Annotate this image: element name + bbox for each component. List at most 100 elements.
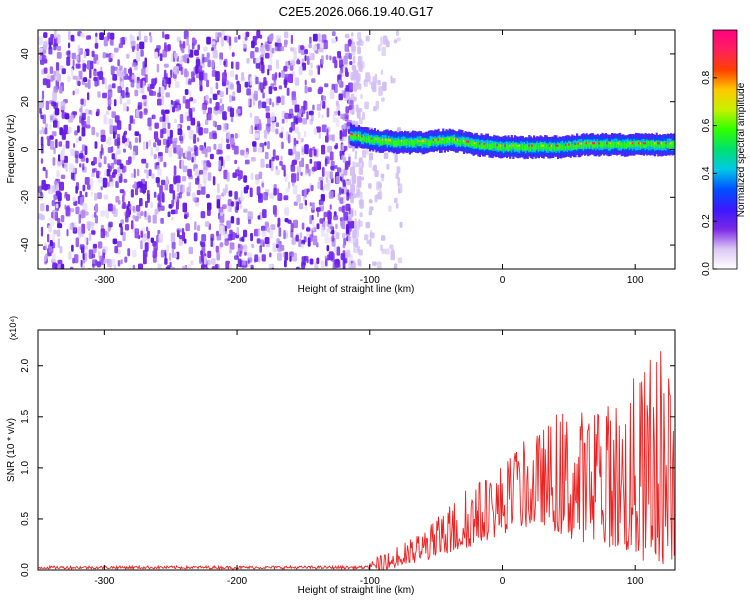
spectrogram-signal-cell: [566, 142, 569, 149]
spectrogram-noise-cell: [113, 169, 118, 175]
spectrogram-noise-cell: [119, 163, 124, 170]
spectrogram-signal-cell: [513, 143, 517, 150]
spectrogram-signal-cell: [367, 135, 370, 142]
spectrogram-noise-cell: [273, 187, 277, 196]
spectrogram-noise-cell: [57, 238, 60, 249]
spectrogram-noise-cell: [217, 32, 222, 38]
spectrogram-noise-cell: [338, 79, 342, 85]
spectrogram-noise-cell: [80, 32, 85, 38]
spectrogram-signal-cell: [518, 144, 521, 151]
spectrogram-signal-cell: [545, 144, 548, 151]
spectrogram-noise-cell: [179, 114, 184, 124]
spectrogram-signal-cell: [666, 142, 669, 149]
spectrogram-noise-cell: [220, 37, 224, 47]
spectrogram-noise-cell: [48, 124, 52, 130]
spectrogram-noise-cell: [319, 218, 324, 224]
spectrogram-noise-cell: [337, 110, 341, 116]
spectrogram-noise-cell: [348, 105, 352, 110]
spectrogram-noise-cell: [269, 56, 273, 65]
spectrogram-noise-cell: [219, 58, 222, 66]
spectrogram-noise-cell: [292, 184, 298, 195]
spectrogram-noise-cell: [175, 81, 180, 88]
spectrogram-signal-cell: [445, 137, 448, 144]
spectrogram-noise-cell: [79, 196, 84, 206]
spectrogram-noise-cell: [308, 52, 312, 59]
spectrogram-noise-cell: [243, 186, 248, 194]
spectrogram-noise-cell: [173, 53, 178, 59]
spectrogram-signal-cell: [595, 141, 598, 148]
snr-series: [38, 351, 675, 570]
spectrogram-noise-cell: [172, 106, 175, 113]
spectrogram-noise-cell: [88, 232, 92, 241]
spectrogram-noise-cell: [309, 215, 313, 225]
spectrogram-noise-cell: [249, 76, 253, 86]
spectrogram-noise-cell: [170, 266, 176, 269]
spectrogram-noise-cell: [61, 112, 65, 119]
spectrogram-noise-cell: [126, 99, 131, 105]
spectrogram-noise-cell: [344, 33, 350, 39]
spectrogram-noise-cell: [272, 149, 276, 160]
spectrogram-noise-cell: [66, 56, 71, 66]
spectrogram-noise-cell: [207, 202, 212, 210]
spectrogram-noise-cell: [318, 111, 321, 118]
spectrogram-noise-cell: [306, 227, 311, 232]
spectrogram-noise-cell: [133, 118, 136, 125]
spectrogram-noise-cell: [376, 261, 382, 269]
spectrogram-noise-cell: [261, 225, 266, 232]
spectrogram-noise-cell: [55, 263, 58, 269]
spectrogram-noise-cell: [270, 224, 276, 230]
spectrogram-signal-cell: [353, 133, 356, 140]
spectrogram-noise-cell: [289, 108, 294, 116]
spectrogram-noise-cell: [292, 159, 297, 165]
spectrogram-noise-cell: [329, 55, 332, 61]
spectrogram-noise-cell: [145, 66, 149, 76]
spectrogram-noise-cell: [218, 160, 222, 170]
spectrogram-noise-cell: [275, 155, 280, 161]
spectrogram-noise-cell: [123, 67, 127, 75]
spectrogram-noise-cell: [85, 124, 91, 129]
spectrogram-noise-cell: [331, 38, 337, 44]
spectrogram-noise-cell: [215, 263, 219, 269]
spectrogram-noise-cell: [150, 147, 153, 157]
spectrogram-noise-cell: [139, 41, 145, 50]
spectrogram-noise-cell: [136, 36, 139, 41]
spectrogram-noise-cell: [258, 256, 261, 263]
spectrogram-noise-cell: [177, 229, 180, 238]
spectrogram-noise-cell: [274, 42, 279, 47]
spectrogram-noise-cell: [188, 264, 192, 269]
spectrogram-noise-cell: [199, 169, 204, 175]
spectrogram-noise-cell: [58, 154, 61, 162]
spectrogram-noise-cell: [271, 47, 275, 54]
spectrogram-noise-cell: [331, 235, 335, 242]
spectrogram-noise-cell: [164, 183, 168, 191]
spectrogram-noise-cell: [268, 263, 272, 269]
spectrogram-noise-cell: [223, 35, 228, 41]
spectrogram-signal-cell: [662, 142, 665, 149]
spectrogram-signal-cell: [369, 137, 372, 144]
spectrogram-noise-cell: [178, 64, 182, 72]
spectrogram-noise-cell: [155, 177, 160, 184]
spectrogram-noise-cell: [137, 235, 141, 240]
spectrogram-noise-cell: [93, 167, 97, 173]
spectrogram-noise-cell: [299, 203, 304, 210]
spectrogram-signal-cell: [408, 140, 411, 147]
spectrogram-noise-cell: [199, 145, 204, 151]
spectrogram-signal-cell: [588, 142, 591, 149]
spectrogram-noise-cell: [257, 228, 261, 237]
spectrogram-noise-cell: [390, 75, 393, 84]
spectrogram-noise-cell: [289, 256, 292, 262]
spectrogram-signal-cell: [548, 144, 552, 151]
x-tick-label: -200: [227, 576, 247, 587]
spectrogram-noise-cell: [244, 36, 248, 41]
spectrogram-noise-cell: [290, 34, 293, 44]
spectrogram-noise-cell: [142, 237, 146, 243]
spectrogram-noise-cell: [54, 108, 60, 116]
spectrogram-noise-cell: [146, 172, 149, 179]
spectrogram-noise-cell: [336, 246, 341, 256]
spectrogram-noise-cell: [122, 195, 125, 203]
spectrogram-noise-cell: [267, 116, 271, 127]
spectrogram-noise-cell: [230, 137, 235, 145]
spectrogram-noise-cell: [65, 194, 71, 201]
spectrogram-signal-cell: [432, 139, 435, 146]
